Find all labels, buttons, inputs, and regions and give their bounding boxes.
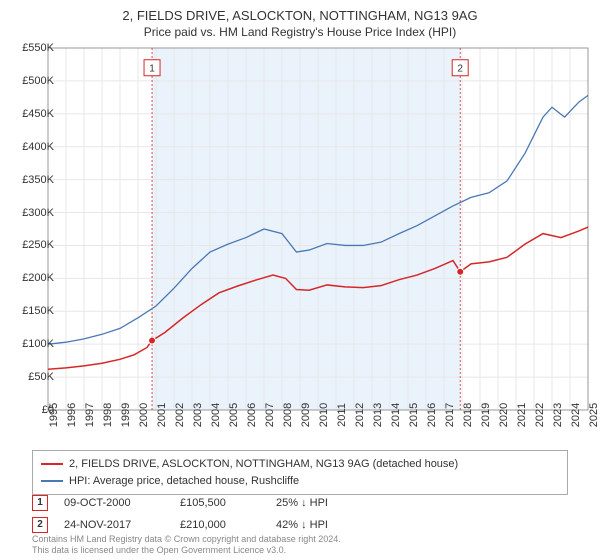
y-tick-label: £400K [4,141,54,153]
footer-line2: This data is licensed under the Open Gov… [32,545,341,556]
x-tick-label: 2021 [516,403,528,427]
y-tick-label: £450K [4,108,54,120]
x-tick-label: 2008 [282,403,294,427]
y-tick-label: £300K [4,207,54,219]
y-tick-label: £250K [4,239,54,251]
x-tick-label: 2005 [228,403,240,427]
legend-item-property: 2, FIELDS DRIVE, ASLOCKTON, NOTTINGHAM, … [41,456,559,473]
x-tick-label: 2017 [444,403,456,427]
legend-label-hpi: HPI: Average price, detached house, Rush… [69,473,299,490]
sales-table: 1 09-OCT-2000 £105,500 25% ↓ HPI 2 24-NO… [32,492,568,536]
legend-item-hpi: HPI: Average price, detached house, Rush… [41,473,559,490]
x-tick-label: 2007 [264,403,276,427]
x-tick-label: 2015 [408,403,420,427]
x-tick-label: 2003 [192,403,204,427]
sale-row-2: 2 24-NOV-2017 £210,000 42% ↓ HPI [32,514,568,536]
legend-box: 2, FIELDS DRIVE, ASLOCKTON, NOTTINGHAM, … [32,450,568,495]
x-tick-label: 1995 [48,403,60,427]
legend-label-property: 2, FIELDS DRIVE, ASLOCKTON, NOTTINGHAM, … [69,456,458,473]
footer-line1: Contains HM Land Registry data © Crown c… [32,534,341,545]
sale-date-2: 24-NOV-2017 [64,519,164,531]
sale-date-1: 09-OCT-2000 [64,497,164,509]
line-chart: 12 [0,0,600,420]
x-tick-label: 2012 [354,403,366,427]
sale-pct-2: 42% ↓ HPI [276,519,366,531]
svg-text:2: 2 [457,64,463,75]
chart-container: 2, FIELDS DRIVE, ASLOCKTON, NOTTINGHAM, … [0,0,600,560]
x-tick-label: 2004 [210,403,222,427]
sale-row-1: 1 09-OCT-2000 £105,500 25% ↓ HPI [32,492,568,514]
sale-marker-1: 1 [32,495,48,511]
legend-swatch-property [41,463,63,465]
x-tick-label: 2001 [156,403,168,427]
x-tick-label: 1999 [120,403,132,427]
x-tick-label: 2023 [552,403,564,427]
x-tick-label: 2009 [300,403,312,427]
sale-marker-2: 2 [32,517,48,533]
x-tick-label: 2025 [588,403,600,427]
x-tick-label: 2014 [390,403,402,427]
x-tick-label: 2024 [570,403,582,427]
x-tick-label: 2006 [246,403,258,427]
x-tick-label: 2011 [336,403,348,427]
x-tick-label: 2019 [480,403,492,427]
x-tick-label: 1996 [66,403,78,427]
x-tick-label: 2022 [534,403,546,427]
svg-text:1: 1 [149,64,155,75]
x-tick-label: 2000 [138,403,150,427]
sale-pct-1: 25% ↓ HPI [276,497,366,509]
y-tick-label: £150K [4,305,54,317]
y-tick-label: £50K [4,371,54,383]
sale-price-1: £105,500 [180,497,260,509]
x-tick-label: 1997 [84,403,96,427]
y-tick-label: £0 [4,404,54,416]
x-tick-label: 2018 [462,403,474,427]
x-tick-label: 2002 [174,403,186,427]
sale-price-2: £210,000 [180,519,260,531]
y-tick-label: £350K [4,174,54,186]
x-tick-label: 2016 [426,403,438,427]
y-tick-label: £500K [4,75,54,87]
y-tick-label: £550K [4,42,54,54]
legend-swatch-hpi [41,480,63,482]
x-tick-label: 2020 [498,403,510,427]
x-tick-label: 1998 [102,403,114,427]
x-tick-label: 2010 [318,403,330,427]
x-tick-label: 2013 [372,403,384,427]
y-tick-label: £200K [4,272,54,284]
footer-text: Contains HM Land Registry data © Crown c… [32,534,341,556]
y-tick-label: £100K [4,338,54,350]
